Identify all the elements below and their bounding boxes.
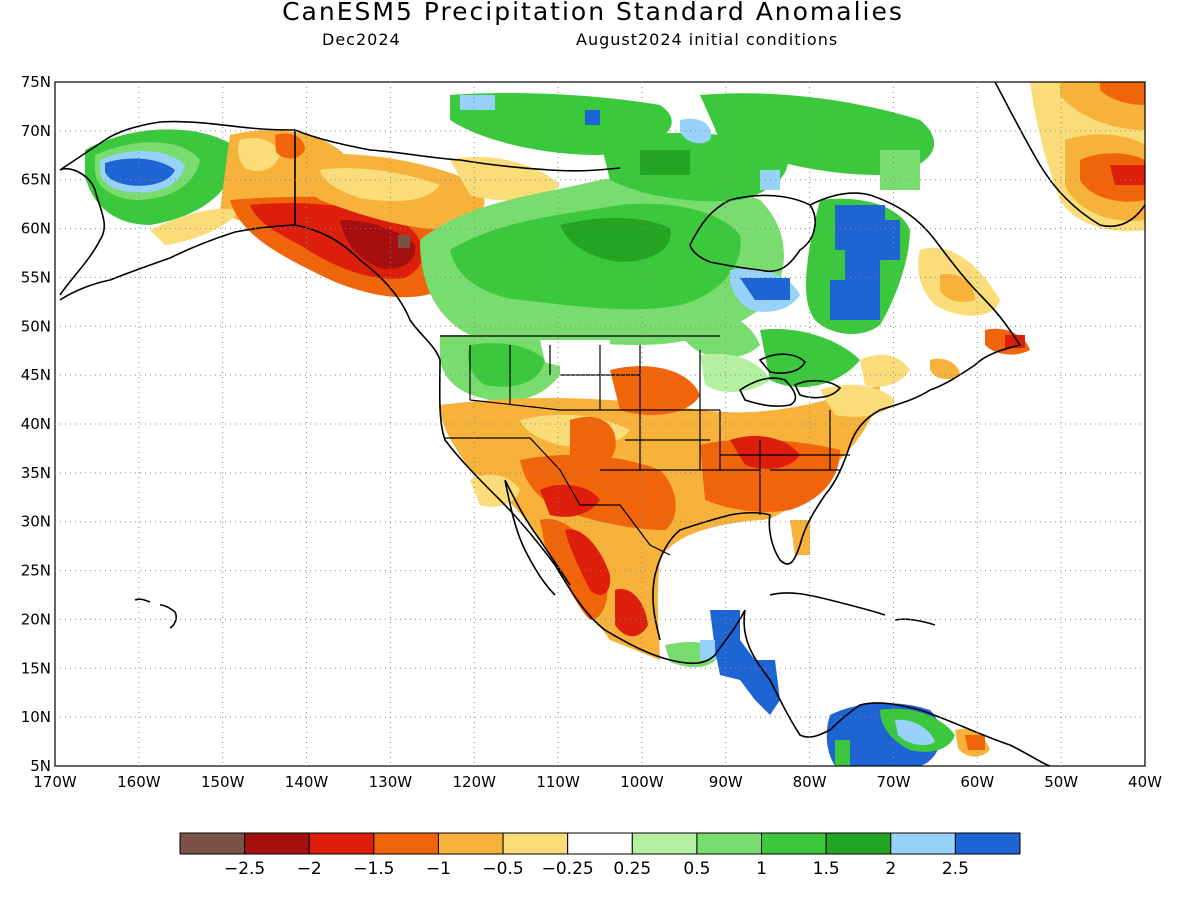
colorbar-swatch	[179, 832, 246, 855]
lon-tick-label: 140W	[285, 773, 329, 791]
lon-tick-label: 160W	[117, 773, 161, 791]
colorbar-swatch	[308, 832, 375, 855]
lat-tick-labels: 75N 70N 65N 60N 55N 50N 45N 40N 35N 30N 25N 20N 15N 1…	[21, 73, 51, 775]
lat-tick-label: 30N	[21, 513, 51, 531]
lat-tick-label: 10N	[21, 708, 51, 726]
initial-conditions: August2024 initial conditions	[576, 30, 839, 49]
colorbar-label: 1.5	[813, 859, 840, 879]
lat-tick-label: 55N	[21, 268, 51, 286]
colorbar-swatch	[502, 832, 569, 855]
lat-tick-label: 45N	[21, 366, 51, 384]
lon-tick-labels: 170W 160W 150W 140W 130W 120W 110W 100W 90W 80W 70…	[33, 773, 1162, 791]
lon-tick-label: 120W	[452, 773, 496, 791]
lon-tick-label: 170W	[33, 773, 77, 791]
anomaly-shading	[85, 82, 1145, 766]
lon-tick-label: 80W	[793, 773, 827, 791]
lat-tick-label: 65N	[21, 171, 51, 189]
colorbar-label: −2.5	[224, 859, 265, 879]
lat-tick-label: 15N	[21, 659, 51, 677]
map-title: CanESM5 Precipitation Standard Anomalies	[282, 0, 904, 26]
colorbar-swatch	[567, 832, 633, 855]
colorbar-label: −0.5	[482, 859, 523, 879]
colorbar-swatch	[825, 832, 892, 855]
colorbar-swatch	[954, 832, 1021, 855]
coastlines	[59, 82, 1145, 766]
colorbar-swatch	[696, 832, 763, 855]
lon-tick-label: 70W	[877, 773, 911, 791]
colorbar: −2.5 −2 −1.5 −1 −0.5 −0.25 0.25 0.5 1 1.5 2 2.5	[179, 832, 1021, 879]
colorbar-swatch	[437, 832, 504, 855]
lat-tick-label: 5N	[30, 757, 51, 775]
colorbar-label: 2	[885, 859, 896, 879]
colorbar-label: 1	[756, 859, 767, 879]
colorbar-label: −1	[426, 859, 451, 879]
lon-tick-label: 130W	[369, 773, 413, 791]
colorbar-label: 0.5	[683, 859, 710, 879]
lat-tick-label: 20N	[21, 610, 51, 628]
colorbar-label: −2	[297, 859, 322, 879]
lat-tick-label: 35N	[21, 464, 51, 482]
lat-tick-label: 70N	[21, 122, 51, 140]
colorbar-swatch	[631, 832, 698, 855]
forecast-month: Dec2024	[322, 30, 401, 49]
colorbar-label: −0.25	[542, 859, 594, 879]
lat-tick-label: 50N	[21, 317, 51, 335]
lon-tick-label: 100W	[620, 773, 664, 791]
colorbar-swatch	[761, 832, 827, 855]
lat-tick-label: 60N	[21, 220, 51, 238]
gridlines	[55, 82, 1145, 766]
lon-tick-label: 60W	[960, 773, 994, 791]
colorbar-label: 2.5	[942, 859, 969, 879]
lat-tick-label: 25N	[21, 562, 51, 580]
lat-tick-label: 40N	[21, 415, 51, 433]
lon-tick-label: 40W	[1128, 773, 1162, 791]
lon-tick-label: 90W	[709, 773, 743, 791]
colorbar-label: −1.5	[353, 859, 394, 879]
colorbar-swatch	[890, 832, 956, 855]
colorbar-swatch	[244, 832, 310, 855]
colorbar-swatch	[373, 832, 439, 855]
lat-tick-label: 75N	[21, 73, 51, 91]
lon-tick-label: 50W	[1044, 773, 1078, 791]
lon-tick-label: 110W	[536, 773, 580, 791]
lon-tick-label: 150W	[201, 773, 245, 791]
colorbar-label: 0.25	[613, 859, 651, 879]
